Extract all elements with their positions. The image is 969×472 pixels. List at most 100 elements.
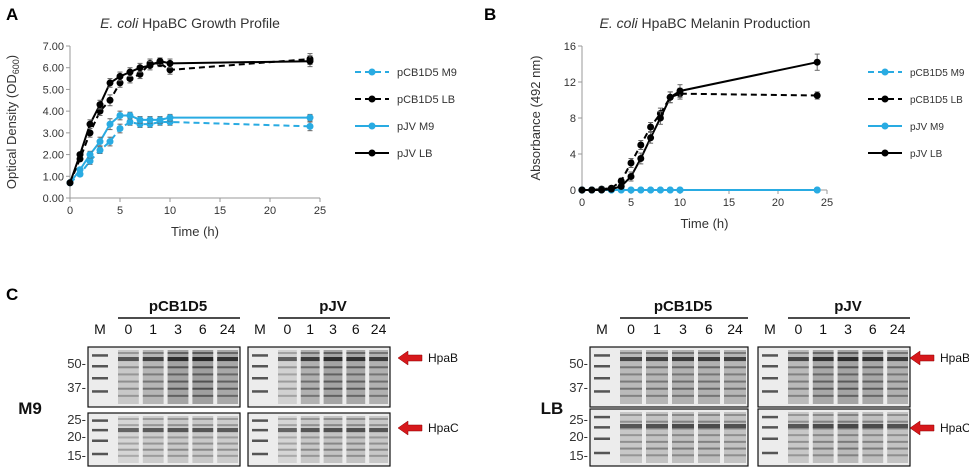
gel-lane-smear xyxy=(837,350,859,404)
gel-band xyxy=(346,380,366,383)
data-point xyxy=(166,59,174,67)
ladder-band xyxy=(252,452,268,456)
legend-label: pCB1D5 LB xyxy=(397,94,455,106)
data-point xyxy=(676,87,684,95)
gel-band xyxy=(192,436,214,439)
gel-band xyxy=(672,387,694,390)
target-band xyxy=(698,357,720,361)
gel-band xyxy=(698,366,720,369)
gel-band xyxy=(788,427,809,430)
gel-band xyxy=(672,440,694,443)
gel-band xyxy=(698,454,720,457)
gel-band xyxy=(346,448,366,451)
gel-lane-smear xyxy=(369,416,388,463)
ladder-band xyxy=(92,428,108,432)
gel-band xyxy=(346,418,366,420)
gel-band xyxy=(620,427,642,430)
gel-band xyxy=(300,454,320,457)
ladder-band xyxy=(92,377,108,380)
y-axis-label-main: Absorbance (492 nm) xyxy=(528,55,543,180)
gel-image-bottom xyxy=(87,412,241,467)
gel-band xyxy=(167,380,189,383)
gel-band xyxy=(620,387,642,390)
gel-band xyxy=(346,394,366,397)
ladder-band xyxy=(594,437,610,440)
data-point xyxy=(617,177,625,185)
gel-band xyxy=(698,373,720,376)
x-tick-label: 15 xyxy=(723,197,735,209)
chart-melanin-production: E. coli HpaBC Melanin Production 0 4 8 12 16 0… xyxy=(528,15,965,231)
gel-band xyxy=(887,394,908,397)
gel-band xyxy=(812,394,834,397)
gel-image-bottom xyxy=(757,408,911,467)
panel-letter-b: B xyxy=(484,5,496,24)
ladder-band xyxy=(252,428,268,432)
gel-band xyxy=(217,352,238,354)
data-point xyxy=(813,92,821,99)
gel-band xyxy=(217,448,238,451)
gel-band xyxy=(646,380,668,383)
ladder-band xyxy=(762,354,778,357)
data-point xyxy=(106,79,114,87)
gel-band xyxy=(646,434,668,437)
gel-band xyxy=(724,427,746,430)
gel-band xyxy=(142,436,164,439)
gel-marker-label: M xyxy=(764,321,776,337)
gel-band xyxy=(887,414,908,416)
gel-band xyxy=(788,440,809,443)
gel-band xyxy=(118,424,139,427)
gel-group-label: pJV xyxy=(319,298,347,315)
target-band xyxy=(724,357,746,361)
gel-band xyxy=(837,454,859,457)
gel-band xyxy=(167,373,189,376)
gel-band xyxy=(724,394,746,397)
target-band xyxy=(217,428,238,432)
gel-band xyxy=(788,373,809,376)
gel-band xyxy=(142,442,164,445)
gel-band xyxy=(300,448,320,451)
gel-band xyxy=(300,387,320,390)
gel-band xyxy=(837,366,859,369)
target-band xyxy=(724,424,746,428)
gel-lane-label: 1 xyxy=(653,321,661,337)
gel-band xyxy=(217,394,238,397)
target-band xyxy=(788,424,809,428)
gel-marker-label: M xyxy=(254,321,266,337)
gel-lane-smear xyxy=(278,416,297,463)
x-tick-label: 0 xyxy=(67,205,73,217)
legend-marker xyxy=(881,68,889,76)
y-tick-label: 8 xyxy=(570,113,576,125)
gel-band xyxy=(620,394,642,397)
gel-band xyxy=(887,434,908,437)
gel-band xyxy=(672,454,694,457)
gel-band xyxy=(812,420,834,423)
gel-band xyxy=(788,414,809,416)
gel-band xyxy=(620,434,642,437)
gel-band xyxy=(369,424,388,427)
gel-band xyxy=(118,394,139,397)
data-point xyxy=(126,68,134,76)
gel-lane-smear xyxy=(217,350,238,404)
gel-band xyxy=(323,448,343,451)
ladder-band xyxy=(92,452,108,456)
gel-band xyxy=(278,373,297,376)
gel-band xyxy=(369,418,388,420)
gel-band xyxy=(142,352,164,354)
gel-band xyxy=(672,434,694,437)
gel-band xyxy=(346,387,366,390)
chart-title: E. coli HpaBC Melanin Production xyxy=(600,15,811,31)
gel-lane-smear xyxy=(167,350,189,404)
x-tick-label: 5 xyxy=(117,205,123,217)
gel-lane-smear xyxy=(646,350,668,404)
data-point xyxy=(607,185,615,193)
gel-band xyxy=(812,447,834,450)
target-band xyxy=(887,357,908,361)
gel-lane-smear xyxy=(118,350,139,404)
gel-lane-smear xyxy=(217,416,238,463)
data-point xyxy=(637,155,645,162)
chart-title-italic: E. coli xyxy=(100,15,139,31)
gel-band xyxy=(646,414,668,416)
gel-band xyxy=(672,366,694,369)
mw-label: 37- xyxy=(569,380,588,395)
arrow-hpab-icon xyxy=(397,350,423,366)
